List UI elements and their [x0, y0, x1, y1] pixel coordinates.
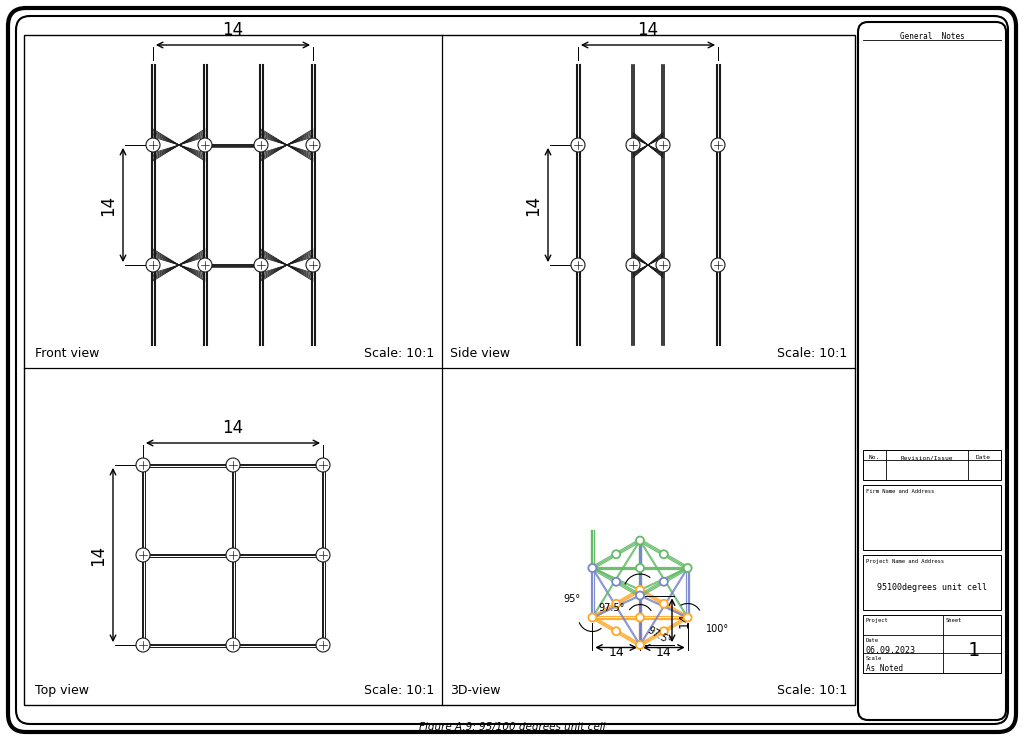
Text: Date: Date	[976, 455, 990, 460]
Circle shape	[684, 564, 691, 572]
Text: 14: 14	[222, 419, 244, 437]
Circle shape	[316, 548, 330, 562]
Text: No.: No.	[868, 455, 880, 460]
Bar	[863, 555, 1001, 610]
Text: 100°: 100°	[706, 625, 729, 634]
Circle shape	[306, 138, 319, 152]
Circle shape	[626, 138, 640, 152]
Circle shape	[254, 138, 268, 152]
Circle shape	[571, 258, 585, 272]
Circle shape	[136, 458, 150, 472]
Circle shape	[711, 258, 725, 272]
Bar	[24, 35, 855, 705]
Circle shape	[612, 628, 621, 635]
Text: Revision/Issue: Revision/Issue	[901, 455, 953, 460]
Text: 95100degrees unit cell: 95100degrees unit cell	[877, 582, 987, 591]
Text: 14: 14	[89, 545, 106, 565]
Circle shape	[659, 578, 668, 586]
Circle shape	[656, 138, 670, 152]
Circle shape	[198, 258, 212, 272]
Circle shape	[659, 551, 668, 558]
Text: Scale: 10:1: Scale: 10:1	[777, 347, 847, 360]
Text: 14: 14	[608, 647, 624, 659]
Circle shape	[306, 258, 319, 272]
Circle shape	[684, 613, 691, 622]
Circle shape	[316, 458, 330, 472]
Text: Scale: 10:1: Scale: 10:1	[364, 347, 434, 360]
FancyBboxPatch shape	[858, 22, 1006, 720]
Bar	[863, 450, 1001, 480]
Circle shape	[636, 564, 644, 572]
Bar	[863, 615, 1001, 673]
Text: Side view: Side view	[450, 347, 510, 360]
Circle shape	[659, 628, 668, 635]
Circle shape	[226, 548, 240, 562]
Circle shape	[711, 138, 725, 152]
Text: Scale: Scale	[866, 656, 883, 661]
Circle shape	[659, 599, 668, 608]
Circle shape	[254, 258, 268, 272]
Text: 14: 14	[656, 647, 672, 659]
Circle shape	[136, 548, 150, 562]
Text: Top view: Top view	[35, 684, 89, 697]
Circle shape	[198, 138, 212, 152]
Text: General  Notes: General Notes	[900, 32, 965, 41]
FancyBboxPatch shape	[8, 8, 1016, 732]
Bar	[863, 485, 1001, 550]
Text: Scale: 10:1: Scale: 10:1	[364, 684, 434, 697]
Text: 14: 14	[678, 613, 691, 628]
Text: 1: 1	[967, 641, 979, 659]
Text: 14: 14	[99, 195, 117, 215]
Text: Firm Name and Address: Firm Name and Address	[866, 489, 934, 494]
Text: 97.5°: 97.5°	[645, 625, 673, 647]
Text: 14: 14	[637, 21, 658, 39]
Circle shape	[612, 551, 621, 558]
Text: Sheet: Sheet	[946, 618, 963, 623]
Circle shape	[636, 591, 644, 599]
Circle shape	[636, 613, 644, 622]
Text: As Noted: As Noted	[866, 664, 903, 673]
Circle shape	[589, 564, 596, 572]
Circle shape	[146, 258, 160, 272]
Circle shape	[316, 638, 330, 652]
Text: 95°: 95°	[564, 594, 581, 605]
Circle shape	[226, 638, 240, 652]
Circle shape	[136, 638, 150, 652]
Text: 14: 14	[524, 195, 542, 215]
Text: 14: 14	[222, 21, 244, 39]
Circle shape	[146, 138, 160, 152]
Circle shape	[589, 613, 596, 622]
Circle shape	[571, 138, 585, 152]
Circle shape	[612, 599, 621, 608]
Text: Date: Date	[866, 638, 879, 643]
Circle shape	[626, 258, 640, 272]
Text: Project Name and Address: Project Name and Address	[866, 559, 944, 564]
Text: 06.09.2023: 06.09.2023	[866, 646, 916, 655]
Circle shape	[636, 641, 644, 649]
Text: 3D-view: 3D-view	[450, 684, 501, 697]
Circle shape	[636, 536, 644, 545]
Text: Figure A.9: 95/100 degrees unit cell: Figure A.9: 95/100 degrees unit cell	[419, 722, 605, 732]
Text: Project: Project	[866, 618, 889, 623]
Circle shape	[656, 258, 670, 272]
Circle shape	[612, 578, 621, 586]
Text: 97.5°: 97.5°	[599, 603, 626, 613]
Text: Scale: 10:1: Scale: 10:1	[777, 684, 847, 697]
Text: Front view: Front view	[35, 347, 99, 360]
Circle shape	[226, 458, 240, 472]
Circle shape	[636, 586, 644, 594]
